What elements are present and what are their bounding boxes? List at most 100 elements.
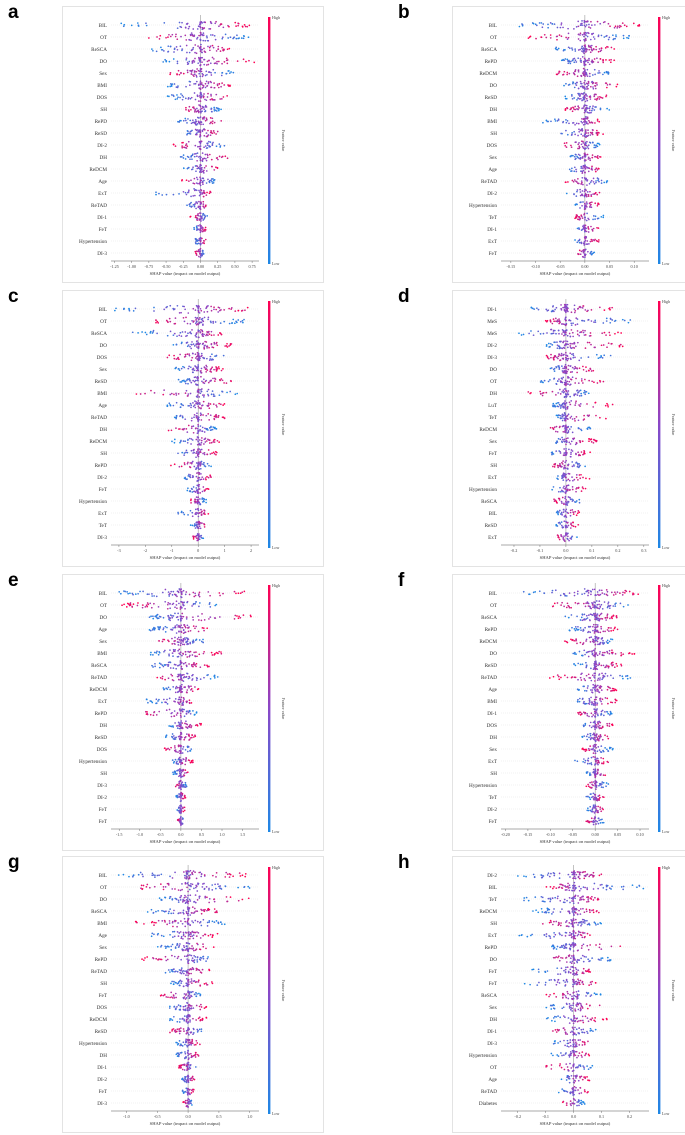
shap-point xyxy=(194,242,197,245)
shap-point xyxy=(576,341,579,344)
shap-point xyxy=(193,490,196,493)
shap-point xyxy=(200,355,203,358)
shap-point xyxy=(197,25,200,28)
shap-point xyxy=(211,353,213,356)
shap-point xyxy=(212,395,215,397)
shap-point xyxy=(563,431,566,433)
shap-point xyxy=(579,156,582,159)
shap-point xyxy=(195,521,198,524)
shap-point xyxy=(594,73,596,76)
shap-point xyxy=(557,355,560,358)
shap-point xyxy=(210,330,213,333)
panel-a: BIL OT ReSCA DO Sex BMI DOS SH RePD ReSD DI-2 DH ReD… xyxy=(62,6,324,283)
shap-point xyxy=(199,392,202,395)
shap-point xyxy=(554,317,557,320)
shap-point xyxy=(592,193,594,195)
shap-point xyxy=(564,144,567,147)
shap-point xyxy=(188,675,190,678)
shap-point xyxy=(594,155,596,158)
shap-point xyxy=(577,122,580,125)
shap-point xyxy=(608,59,611,61)
shap-point xyxy=(201,463,203,465)
shap-point xyxy=(580,215,583,218)
shap-point xyxy=(197,45,199,47)
shap-point xyxy=(208,407,211,410)
shap-point xyxy=(602,380,605,383)
shap-point xyxy=(167,591,170,593)
shap-point xyxy=(589,121,591,124)
shap-point xyxy=(179,96,181,99)
shap-point xyxy=(197,436,200,439)
shap-point xyxy=(569,509,572,512)
shap-point xyxy=(570,322,573,325)
shap-point xyxy=(194,524,196,526)
shap-point xyxy=(213,677,216,679)
shap-point xyxy=(199,34,202,37)
shap-point xyxy=(570,400,573,402)
shap-point xyxy=(204,513,206,516)
shap-point xyxy=(214,22,217,25)
shap-point xyxy=(547,380,550,383)
shap-point xyxy=(583,111,586,114)
shap-point xyxy=(210,129,212,132)
shap-point xyxy=(578,463,580,465)
shap-point xyxy=(181,146,184,149)
shap-point xyxy=(614,25,617,28)
shap-point xyxy=(535,24,538,27)
shap-point xyxy=(558,353,560,355)
shap-point xyxy=(611,306,614,309)
shap-point xyxy=(202,95,205,98)
shap-point xyxy=(564,108,567,111)
shap-point xyxy=(186,489,189,492)
shap-point xyxy=(168,654,170,657)
shap-point xyxy=(596,118,599,121)
shap-point xyxy=(182,154,185,156)
shap-point xyxy=(186,130,189,132)
shap-point xyxy=(177,356,179,359)
shap-point xyxy=(226,346,229,348)
shap-point xyxy=(565,437,568,440)
shap-plot-c: BILOTReSCADODOSSexReSDBMIAgeReTADDHReDCM… xyxy=(79,299,286,560)
shap-point xyxy=(203,333,205,336)
shap-point xyxy=(180,665,183,668)
shap-point xyxy=(204,145,207,147)
shap-point xyxy=(169,73,171,76)
shap-point xyxy=(199,247,202,250)
shap-point xyxy=(571,122,574,124)
shap-point xyxy=(194,194,196,197)
shap-point xyxy=(203,522,205,525)
shap-point xyxy=(565,443,567,446)
feature-label: ReSCA xyxy=(481,47,497,53)
shap-point xyxy=(203,498,206,501)
shap-point xyxy=(191,61,194,64)
shap-point xyxy=(579,191,582,193)
shap-point xyxy=(177,85,179,87)
shap-point xyxy=(152,714,155,717)
shap-point xyxy=(176,335,178,338)
shap-point xyxy=(575,476,578,479)
shap-point xyxy=(566,106,568,109)
shap-point xyxy=(581,45,584,48)
shap-point xyxy=(583,334,586,336)
shap-point xyxy=(567,464,569,467)
shap-point xyxy=(194,216,197,219)
shap-point xyxy=(574,402,577,404)
shap-point xyxy=(181,612,184,615)
shap-point xyxy=(595,180,597,182)
shap-point xyxy=(196,412,198,415)
shap-point xyxy=(193,595,196,598)
shap-point xyxy=(576,81,578,84)
shap-point xyxy=(167,686,170,689)
shap-point xyxy=(607,405,609,408)
shap-point xyxy=(584,256,586,259)
shap-point xyxy=(190,501,192,504)
shap-point xyxy=(599,356,601,359)
shap-point xyxy=(593,38,596,40)
shap-point xyxy=(181,415,184,418)
shap-point xyxy=(586,68,589,71)
shap-point xyxy=(577,143,580,146)
shap-point xyxy=(611,319,614,321)
shap-point xyxy=(244,309,246,312)
shap-point xyxy=(587,228,590,230)
shap-point xyxy=(201,56,204,59)
